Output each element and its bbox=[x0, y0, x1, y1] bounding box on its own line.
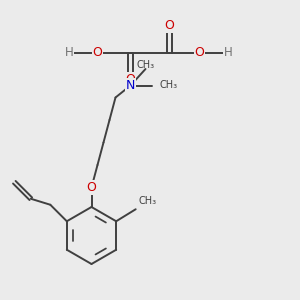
Text: O: O bbox=[165, 19, 174, 32]
Text: O: O bbox=[195, 46, 204, 59]
Text: H: H bbox=[224, 46, 232, 59]
Text: CH₃: CH₃ bbox=[136, 59, 154, 70]
Text: H: H bbox=[64, 46, 74, 59]
Text: N: N bbox=[126, 79, 135, 92]
Text: O: O bbox=[93, 46, 102, 59]
Text: CH₃: CH₃ bbox=[139, 196, 157, 206]
Text: O: O bbox=[87, 181, 96, 194]
Text: O: O bbox=[126, 73, 135, 86]
Text: CH₃: CH₃ bbox=[159, 80, 177, 91]
